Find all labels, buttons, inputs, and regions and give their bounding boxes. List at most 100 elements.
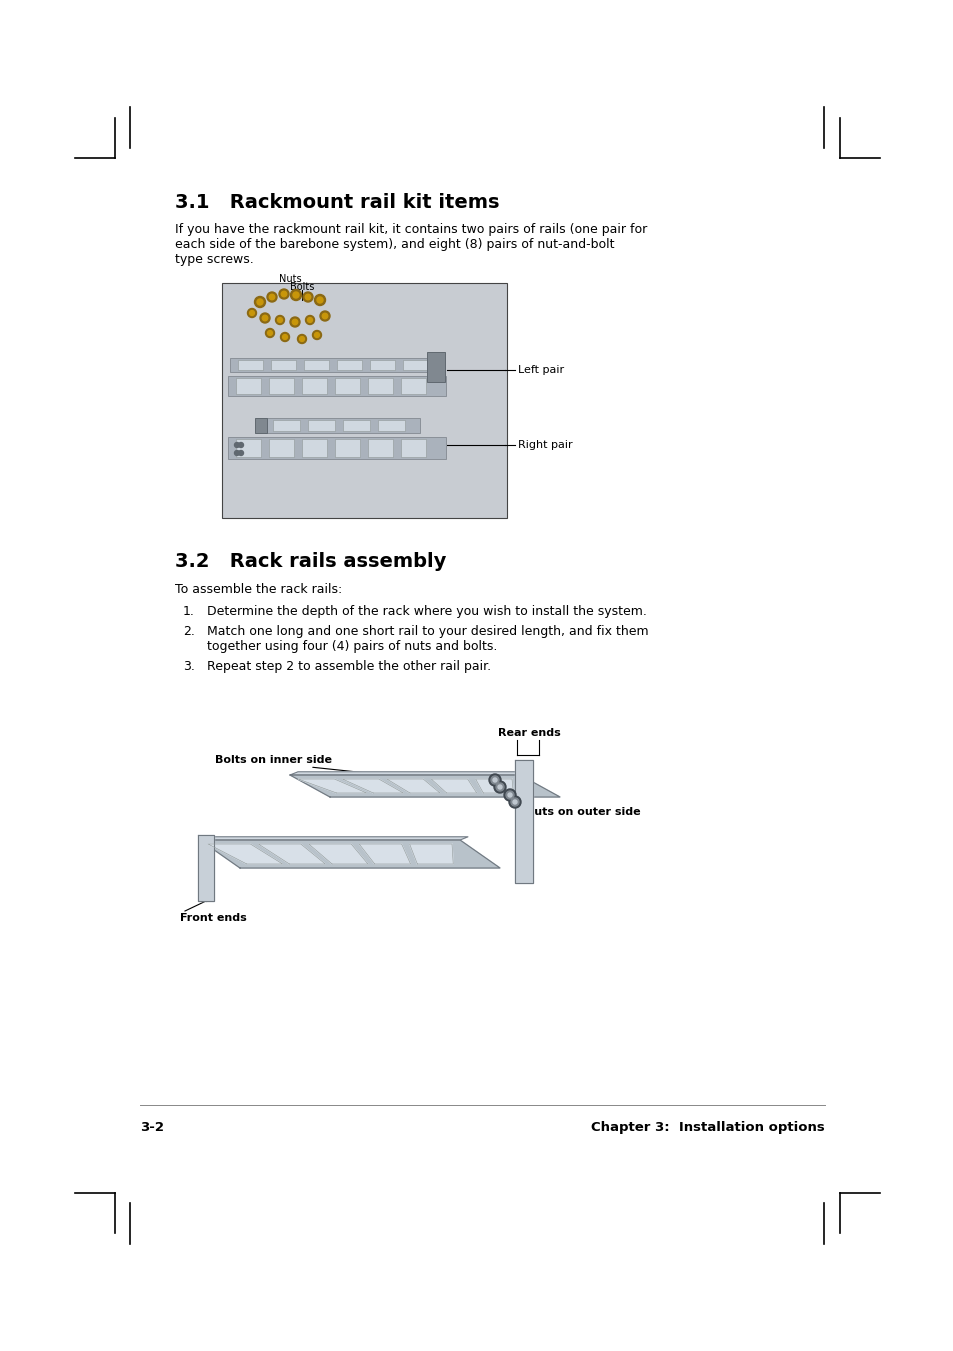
Bar	[222, 282, 506, 517]
Bar	[271, 359, 295, 370]
Bar	[402, 359, 428, 370]
Polygon shape	[208, 844, 282, 865]
Text: Bolts on inner side: Bolts on inner side	[214, 755, 332, 765]
Circle shape	[247, 308, 256, 317]
Bar	[269, 439, 294, 457]
Polygon shape	[200, 836, 468, 840]
Bar	[265, 417, 419, 434]
Bar	[335, 378, 359, 394]
Circle shape	[491, 775, 498, 784]
Circle shape	[303, 292, 313, 303]
Circle shape	[290, 317, 299, 327]
Bar	[302, 378, 327, 394]
Text: Nuts: Nuts	[278, 274, 301, 284]
Text: Nuts on outer side: Nuts on outer side	[524, 807, 640, 817]
Circle shape	[265, 328, 274, 338]
Bar	[269, 378, 294, 394]
Text: If you have the rackmount rail kit, it contains two pairs of rails (one pair for: If you have the rackmount rail kit, it c…	[174, 223, 646, 236]
Circle shape	[507, 793, 512, 797]
Polygon shape	[431, 780, 476, 793]
Bar	[235, 378, 261, 394]
Bar	[336, 359, 361, 370]
Circle shape	[278, 289, 289, 299]
Polygon shape	[515, 761, 533, 884]
Circle shape	[267, 292, 276, 303]
Circle shape	[307, 317, 313, 323]
Text: 3.: 3.	[183, 661, 194, 673]
Circle shape	[316, 297, 323, 303]
Polygon shape	[200, 840, 499, 867]
Bar	[427, 353, 444, 382]
Text: Determine the depth of the rack where you wish to install the system.: Determine the depth of the rack where yo…	[207, 605, 646, 617]
Bar	[400, 439, 426, 457]
Bar	[228, 376, 446, 396]
Polygon shape	[409, 844, 453, 865]
Circle shape	[282, 335, 287, 339]
Circle shape	[260, 313, 270, 323]
Text: type screws.: type screws.	[174, 253, 253, 266]
Circle shape	[292, 319, 297, 324]
Bar	[343, 420, 370, 431]
Bar	[308, 420, 335, 431]
Circle shape	[493, 778, 497, 782]
Polygon shape	[297, 780, 366, 793]
Circle shape	[489, 774, 500, 786]
Circle shape	[275, 316, 284, 324]
Text: Front ends: Front ends	[180, 913, 247, 923]
Circle shape	[234, 450, 239, 455]
Circle shape	[509, 796, 520, 808]
Circle shape	[293, 292, 298, 299]
Bar	[400, 378, 426, 394]
Circle shape	[254, 296, 265, 308]
Circle shape	[238, 443, 243, 447]
Text: together using four (4) pairs of nuts and bolts.: together using four (4) pairs of nuts an…	[207, 640, 497, 653]
Circle shape	[319, 311, 330, 322]
Bar	[335, 439, 359, 457]
Text: To assemble the rack rails:: To assemble the rack rails:	[174, 584, 342, 596]
Circle shape	[291, 289, 301, 300]
Bar	[302, 439, 327, 457]
Text: Chapter 3:  Installation options: Chapter 3: Installation options	[591, 1121, 824, 1133]
Text: Rear ends: Rear ends	[497, 728, 559, 738]
Bar	[368, 378, 393, 394]
Bar	[368, 439, 393, 457]
Circle shape	[313, 331, 321, 339]
Circle shape	[513, 800, 517, 804]
Circle shape	[497, 785, 501, 789]
Bar	[370, 359, 395, 370]
Text: Repeat step 2 to assemble the other rail pair.: Repeat step 2 to assemble the other rail…	[207, 661, 491, 673]
Polygon shape	[290, 775, 559, 797]
Bar	[304, 359, 329, 370]
Circle shape	[305, 295, 311, 300]
Polygon shape	[309, 844, 368, 865]
Bar	[273, 420, 299, 431]
Text: 3-2: 3-2	[140, 1121, 164, 1133]
Circle shape	[505, 790, 514, 798]
Bar	[377, 420, 405, 431]
Bar	[237, 359, 263, 370]
Circle shape	[277, 317, 282, 323]
Text: Left pair: Left pair	[517, 365, 563, 376]
Bar	[254, 417, 267, 434]
Circle shape	[314, 295, 325, 305]
Circle shape	[267, 331, 273, 335]
Circle shape	[511, 798, 518, 807]
Text: 3.1   Rackmount rail kit items: 3.1 Rackmount rail kit items	[174, 193, 499, 212]
Text: each side of the barebone system), and eight (8) pairs of nut-and-bolt: each side of the barebone system), and e…	[174, 238, 614, 251]
Circle shape	[503, 789, 516, 801]
Text: Right pair: Right pair	[517, 440, 572, 450]
Circle shape	[297, 335, 306, 343]
Bar	[235, 439, 261, 457]
Circle shape	[238, 450, 243, 455]
Circle shape	[299, 336, 304, 342]
Circle shape	[305, 316, 314, 324]
Polygon shape	[476, 780, 513, 793]
Circle shape	[234, 443, 239, 447]
Circle shape	[250, 311, 254, 316]
Circle shape	[322, 313, 328, 319]
Polygon shape	[359, 844, 410, 865]
Circle shape	[256, 299, 263, 305]
Circle shape	[281, 292, 287, 297]
Text: 3.2   Rack rails assembly: 3.2 Rack rails assembly	[174, 553, 446, 571]
Polygon shape	[386, 780, 439, 793]
